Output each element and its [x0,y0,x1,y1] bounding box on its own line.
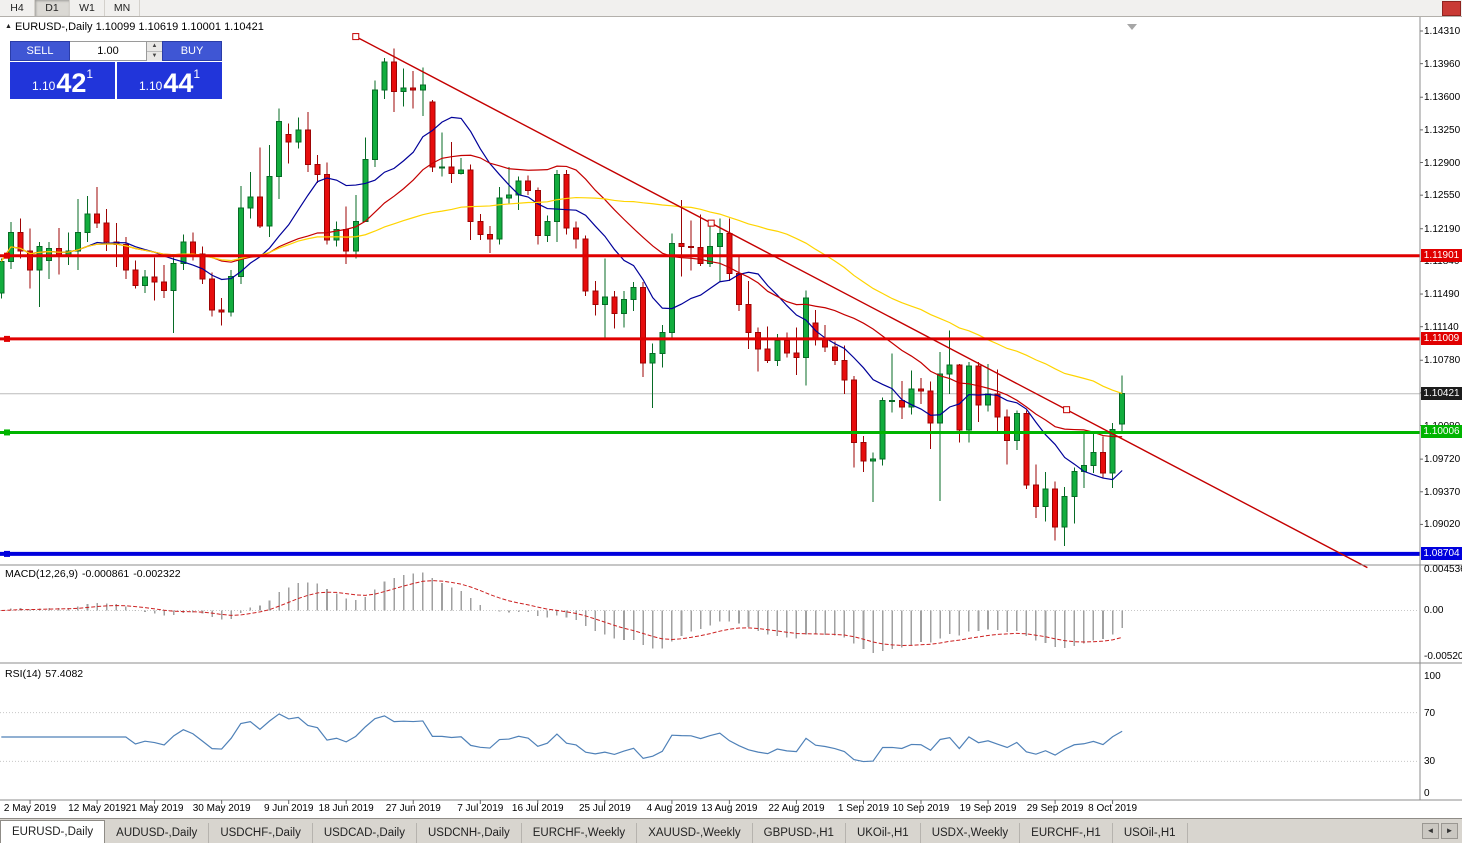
tab-usdcnh-daily[interactable]: USDCNH-,Daily [417,823,522,843]
timeframe-toolbar: H4 D1 W1 MN [0,0,1462,17]
moving-average-22 [0,154,1123,438]
volume-up-icon[interactable]: ▲ [147,42,162,52]
tab-gbpusd-h1[interactable]: GBPUSD-,H1 [753,823,846,843]
buy-price-display[interactable]: 1.10 44 1 [117,62,222,99]
tab-usoil-h1[interactable]: USOil-,H1 [1113,823,1188,843]
sell-button[interactable]: SELL [10,41,70,61]
macd-signal-line [1,580,1123,646]
chart-tabs-bar: EURUSD-,Daily AUDUSD-,Daily USDCHF-,Daily U… [0,818,1462,843]
sell-price-display[interactable]: 1.10 42 1 [10,62,115,99]
chart-shift-marker-icon [1127,24,1137,30]
chart-window[interactable]: 1.14310 1.13960 1.13600 1.13250 1.12900 1.125… [0,17,1462,818]
timeframe-button-h4[interactable]: H4 [0,0,35,16]
chart-title-text: EURUSD-,Daily 1.10099 1.10619 1.10001 1.… [14,21,264,33]
tab-usdx-weekly[interactable]: USDX-,Weekly [921,823,1021,843]
tab-eurchf-weekly[interactable]: EURCHF-,Weekly [522,823,638,843]
candles-layer [0,48,1126,546]
tab-audusd-daily[interactable]: AUDUSD-,Daily [105,823,210,843]
macd-label: MACD(12,26,9) -0.000861 -0.002322 [5,568,181,580]
volume-down-icon[interactable]: ▼ [147,52,162,61]
descending-trendline[interactable] [355,35,1368,569]
close-button[interactable] [1442,1,1461,16]
tab-usdchf-daily[interactable]: USDCHF-,Daily [209,823,313,843]
tab-xauusd-weekly[interactable]: XAUUSD-,Weekly [637,823,753,843]
trendline-handle-2[interactable] [1063,406,1071,414]
timeframe-button-d1[interactable]: D1 [35,0,70,16]
hline-handle-1.11901[interactable] [4,252,10,259]
hline-handle-1.11009[interactable] [4,335,10,342]
rsi-line [1,713,1123,763]
moving-average-45 [0,196,1123,395]
buy-button[interactable]: BUY [162,41,222,61]
macd-histogram [10,572,1123,654]
tab-scroll-left-icon[interactable]: ◄ [1422,823,1439,839]
rsi-label: RSI(14) 57.4082 [5,668,84,680]
trendline-handle-1[interactable] [707,219,715,227]
trendline-handle-0[interactable] [352,33,360,41]
tab-scroll-arrows: ◄ ► [1422,823,1462,843]
timeframe-button-w1[interactable]: W1 [70,0,105,16]
price-chart-canvas[interactable] [0,17,1462,818]
chart-title: ▲ EURUSD-,Daily 1.10099 1.10619 1.10001 1… [5,21,264,33]
hline-handle-1.10006[interactable] [4,429,10,436]
tab-usdcad-daily[interactable]: USDCAD-,Daily [313,823,417,843]
volume-spinner[interactable]: ▲ ▼ [147,41,162,61]
tab-eurusd-daily[interactable]: EURUSD-,Daily [0,820,106,843]
volume-input[interactable] [70,41,147,61]
timeframe-button-mn[interactable]: MN [105,0,140,16]
hline-handle-1.08704[interactable] [4,550,10,557]
tab-ukoil-h1[interactable]: UKOil-,H1 [846,823,921,843]
chart-marker-icon: ▲ [5,23,12,30]
tab-eurchf-h1[interactable]: EURCHF-,H1 [1020,823,1113,843]
tab-scroll-right-icon[interactable]: ► [1441,823,1458,839]
moving-average-10 [0,116,1123,481]
